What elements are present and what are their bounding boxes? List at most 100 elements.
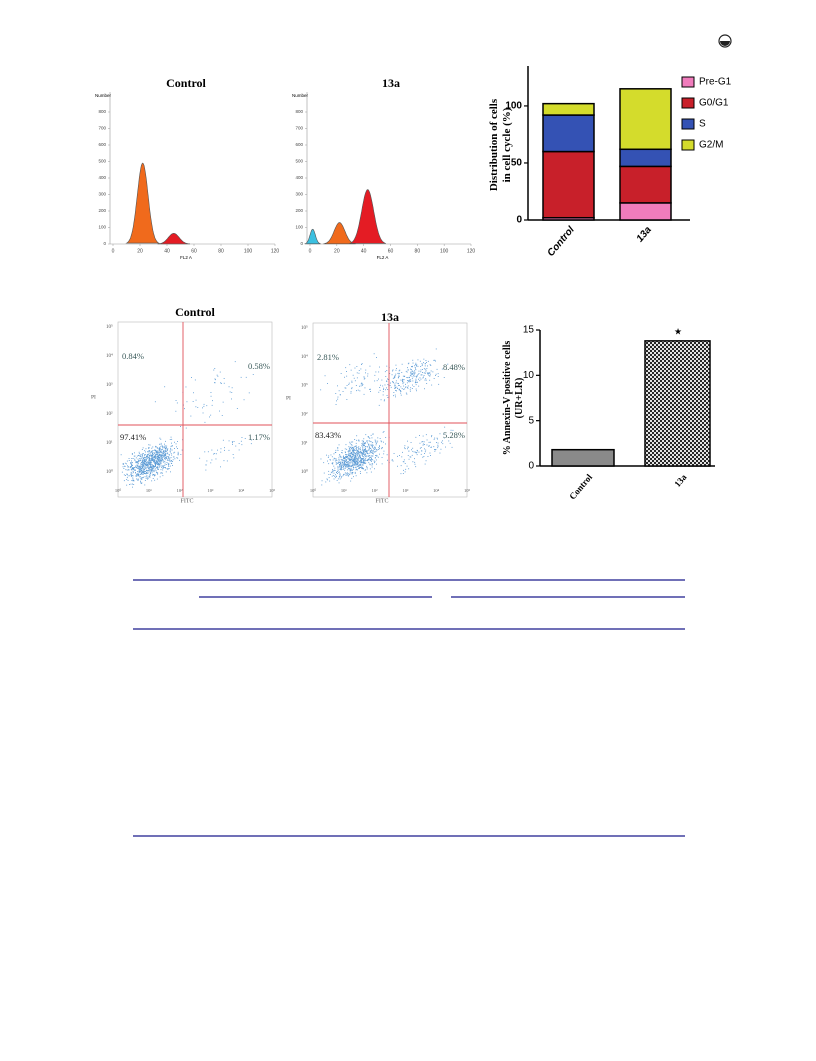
dot bbox=[148, 468, 150, 470]
dot bbox=[348, 450, 350, 452]
dot bbox=[140, 460, 141, 461]
dot bbox=[166, 445, 168, 447]
dot bbox=[344, 462, 346, 464]
dot bbox=[223, 378, 225, 379]
dot bbox=[148, 475, 150, 477]
dot bbox=[142, 464, 144, 465]
dot bbox=[337, 468, 339, 470]
dot bbox=[146, 470, 148, 472]
dot bbox=[340, 464, 342, 466]
dot bbox=[362, 440, 364, 442]
dot bbox=[414, 370, 415, 372]
dot bbox=[345, 387, 347, 389]
dot bbox=[347, 473, 349, 475]
dot bbox=[344, 387, 346, 389]
dot bbox=[212, 400, 213, 402]
dot bbox=[358, 370, 360, 371]
dot bbox=[172, 459, 174, 461]
dot bbox=[238, 449, 240, 451]
dot bbox=[159, 464, 160, 466]
dot bbox=[120, 454, 122, 456]
dot bbox=[215, 458, 217, 460]
dot bbox=[160, 461, 162, 463]
dot bbox=[165, 457, 167, 459]
dot bbox=[421, 374, 423, 376]
dot bbox=[360, 464, 361, 466]
dot bbox=[364, 460, 366, 461]
dot bbox=[379, 453, 380, 455]
dot bbox=[347, 475, 349, 477]
dot bbox=[357, 458, 358, 460]
dot bbox=[415, 378, 417, 380]
dot bbox=[425, 379, 427, 381]
dot bbox=[415, 364, 416, 366]
dot bbox=[398, 374, 400, 376]
dot bbox=[373, 353, 375, 355]
dot bbox=[126, 479, 128, 480]
dot bbox=[156, 454, 158, 456]
dot bbox=[407, 385, 409, 387]
dot bbox=[349, 364, 351, 366]
dot bbox=[348, 457, 350, 459]
y-axis-label: % Annexin-V positive cells(UR+LR) bbox=[502, 341, 525, 456]
dot bbox=[169, 461, 171, 463]
dot bbox=[248, 392, 250, 394]
dot bbox=[426, 383, 428, 384]
dot bbox=[355, 475, 357, 477]
y-tick-label: 0 bbox=[103, 241, 106, 246]
dot bbox=[345, 455, 347, 457]
dot bbox=[155, 446, 157, 448]
dot bbox=[156, 467, 158, 468]
dot bbox=[150, 455, 152, 457]
dot bbox=[385, 389, 386, 391]
dot bbox=[159, 451, 161, 453]
dot bbox=[407, 369, 409, 371]
dot bbox=[136, 475, 138, 477]
dot bbox=[391, 374, 393, 376]
dot bbox=[342, 460, 344, 462]
dot bbox=[419, 442, 421, 444]
dot bbox=[426, 362, 427, 363]
dot bbox=[150, 468, 152, 470]
dot bbox=[422, 377, 424, 379]
dot bbox=[346, 465, 348, 467]
dot bbox=[161, 455, 162, 457]
dot bbox=[147, 465, 149, 467]
dot bbox=[371, 443, 373, 445]
dot bbox=[139, 467, 141, 469]
dot bbox=[328, 477, 330, 479]
dot bbox=[136, 464, 138, 466]
dot bbox=[339, 469, 341, 470]
dot bbox=[361, 383, 363, 385]
dot bbox=[400, 465, 402, 467]
dot bbox=[321, 480, 323, 482]
dot bbox=[128, 458, 130, 459]
dot bbox=[344, 468, 346, 469]
dot bbox=[420, 447, 422, 448]
dot bbox=[138, 467, 139, 469]
legend-label: Pre-G1 bbox=[699, 77, 732, 88]
dot bbox=[421, 363, 423, 365]
dot bbox=[349, 459, 351, 461]
dot bbox=[372, 459, 374, 461]
dot bbox=[359, 464, 361, 465]
dot bbox=[355, 455, 357, 457]
dot bbox=[411, 366, 413, 368]
dot bbox=[148, 458, 150, 459]
dot bbox=[148, 447, 150, 449]
dot bbox=[348, 459, 350, 461]
dot bbox=[140, 480, 141, 482]
dot bbox=[429, 372, 431, 374]
dot bbox=[158, 463, 160, 464]
dot bbox=[394, 387, 396, 389]
dot bbox=[355, 447, 357, 449]
dot bbox=[124, 465, 125, 467]
dot bbox=[400, 392, 402, 394]
dot bbox=[352, 450, 354, 452]
x-tick-label: 10¹ bbox=[146, 488, 153, 493]
dot bbox=[359, 454, 361, 456]
dot bbox=[398, 385, 400, 386]
dot bbox=[146, 455, 147, 457]
dot bbox=[424, 388, 425, 390]
